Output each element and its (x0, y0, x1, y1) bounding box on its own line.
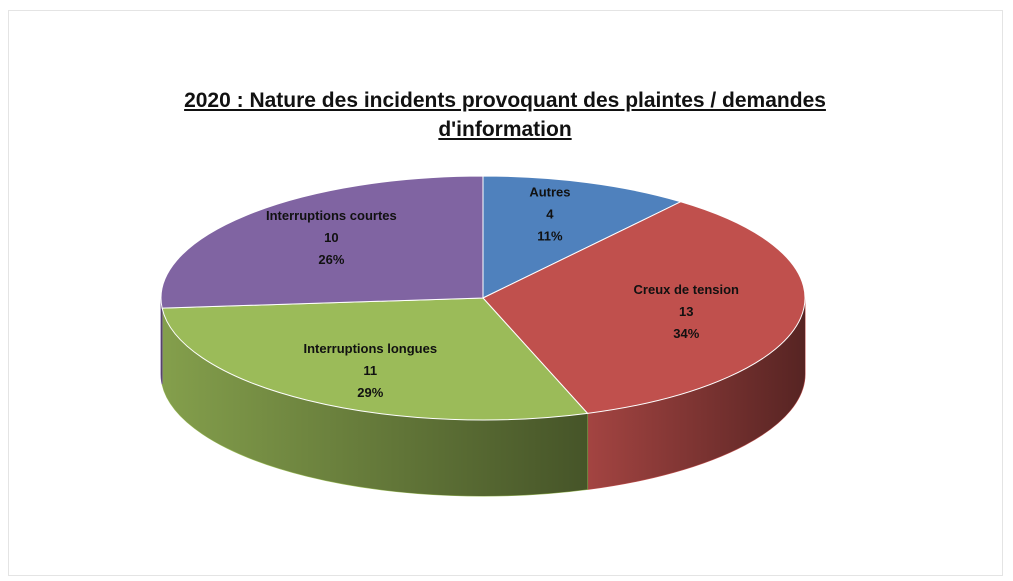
slice (161, 297, 589, 421)
slice-value: 13 (679, 304, 693, 319)
slice (160, 175, 484, 309)
slice-value: 10 (324, 230, 338, 245)
chart-title: 2020 : Nature des incidents provoquant d… (184, 89, 826, 141)
slice-percent: 29% (357, 385, 383, 400)
slice-percent: 26% (318, 252, 344, 267)
slice (482, 175, 683, 299)
slice-percent: 34% (673, 326, 699, 341)
slice-label: Interruptions longues (303, 341, 437, 356)
slice-label: Interruptions courtes (266, 208, 397, 223)
slice-label: Creux de tension (634, 282, 740, 297)
slice-value: 11 (363, 363, 377, 378)
slice-label: Autres (529, 184, 570, 199)
slice-side-shade (587, 298, 805, 490)
slice-value: 4 (546, 206, 554, 221)
slice-side-shade (161, 298, 163, 385)
slice-percent: 11% (537, 228, 563, 243)
slice-side-shade (162, 308, 588, 496)
slice (482, 201, 806, 414)
chart-frame (8, 10, 1003, 576)
